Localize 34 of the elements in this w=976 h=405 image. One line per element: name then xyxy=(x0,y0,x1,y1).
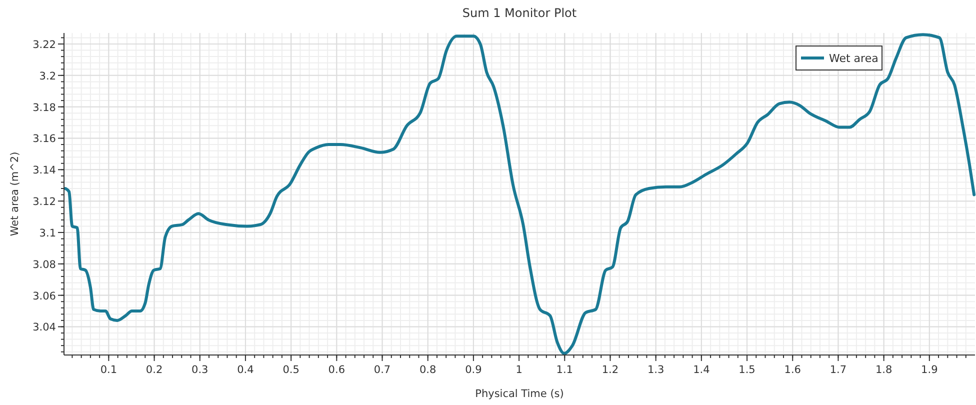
x-tick-label: 0.1 xyxy=(100,364,118,376)
x-tick-label: 0.8 xyxy=(420,364,436,376)
line-series xyxy=(64,33,976,355)
x-tick-label: 1.1 xyxy=(556,364,573,376)
y-tick-label: 3.12 xyxy=(32,196,56,208)
x-tick-label: 0.5 xyxy=(282,364,300,376)
y-tick-label: 3.22 xyxy=(32,38,56,51)
x-tick-label: 0.4 xyxy=(237,364,254,376)
y-tick-label: 3.14 xyxy=(32,164,56,177)
y-axis-title: Wet area (m^2) xyxy=(9,152,21,236)
x-tick-label: 0.9 xyxy=(465,364,482,376)
x-tick-label: 0.2 xyxy=(146,364,163,376)
y-tick-label: 3.1 xyxy=(39,227,56,240)
y-tick-label: 3.06 xyxy=(32,290,56,302)
chart-title: Sum 1 Monitor Plot xyxy=(462,6,577,20)
x-tick-label: 1.6 xyxy=(784,364,802,376)
x-tick-label: 0.7 xyxy=(374,364,391,376)
x-tick-label: 1.5 xyxy=(738,364,756,376)
y-tick-label: 3.2 xyxy=(39,70,56,82)
y-tick-label: 3.18 xyxy=(32,102,56,114)
x-tick-label: 1 xyxy=(516,364,522,376)
x-tick-label: 1.7 xyxy=(830,364,847,376)
x-tick-label: 0.3 xyxy=(192,364,208,376)
x-tick-label: 1.9 xyxy=(921,364,938,376)
y-tick-label: 3.04 xyxy=(32,322,56,334)
y-tick-label: 3.16 xyxy=(32,133,56,146)
x-tick-label: 0.6 xyxy=(328,364,346,376)
x-tick-label: 1.3 xyxy=(647,364,664,376)
x-axis-title: Physical Time (s) xyxy=(475,388,564,400)
x-tick-label: 1.2 xyxy=(602,364,619,376)
legend-label: Wet area xyxy=(829,52,878,65)
y-tick-label: 3.08 xyxy=(32,258,56,271)
x-tick-label: 1.8 xyxy=(875,364,892,376)
x-tick-label: 1.4 xyxy=(693,364,710,376)
